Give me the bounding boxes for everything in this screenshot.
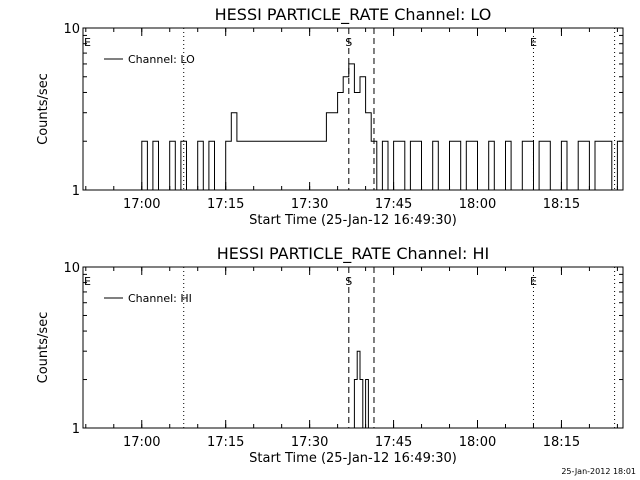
y-tick-label: 10 <box>63 22 80 37</box>
x-tick-label: 17:15 <box>207 197 244 212</box>
x-axis-label: Start Time (25-Jan-12 16:49:30) <box>249 451 457 466</box>
chart-panel-0: HESSI PARTICLE_RATE Channel: LO Counts/se… <box>36 5 624 228</box>
y-tick-label: 1 <box>72 422 80 437</box>
plot-frame <box>82 27 624 191</box>
x-tick-label: 17:15 <box>207 435 244 450</box>
x-tick-label: 18:00 <box>459 435 496 450</box>
x-tick-label: 18:15 <box>543 435 580 450</box>
event-marker-label: E <box>84 36 91 49</box>
legend-label: Channel: LO <box>128 53 195 66</box>
series-line-0 <box>141 63 621 191</box>
chart-title: HESSI PARTICLE_RATE Channel: HI <box>217 244 490 264</box>
y-tick-label: 10 <box>63 261 80 276</box>
event-marker-label: E <box>530 36 537 49</box>
x-tick-label: 17:00 <box>123 197 160 212</box>
x-tick-label: 17:30 <box>291 197 328 212</box>
event-marker-label: E <box>84 275 91 288</box>
event-marker-label: E <box>530 275 537 288</box>
plot-frame <box>82 266 624 429</box>
x-tick-label: 17:45 <box>375 197 412 212</box>
legend-label: Channel: HI <box>128 292 192 305</box>
chart-panel-1: HESSI PARTICLE_RATE Channel: HI Counts/se… <box>36 244 624 466</box>
y-tick-label: 1 <box>72 184 80 199</box>
x-tick-label: 17:45 <box>375 435 412 450</box>
x-axis-label: Start Time (25-Jan-12 16:49:30) <box>249 213 457 228</box>
plot-timestamp: 25-Jan-2012 18:01 <box>561 467 636 476</box>
x-tick-label: 18:15 <box>543 197 580 212</box>
chart-title: HESSI PARTICLE_RATE Channel: LO <box>215 5 492 25</box>
x-tick-label: 17:00 <box>123 435 160 450</box>
y-axis-label: Counts/sec <box>36 312 51 384</box>
event-marker-label: S <box>345 36 352 49</box>
y-axis-label: Counts/sec <box>36 73 51 145</box>
x-tick-label: 17:30 <box>291 435 328 450</box>
event-marker-label: S <box>345 275 352 288</box>
series-line-0 <box>353 350 372 429</box>
x-tick-label: 18:00 <box>459 197 496 212</box>
